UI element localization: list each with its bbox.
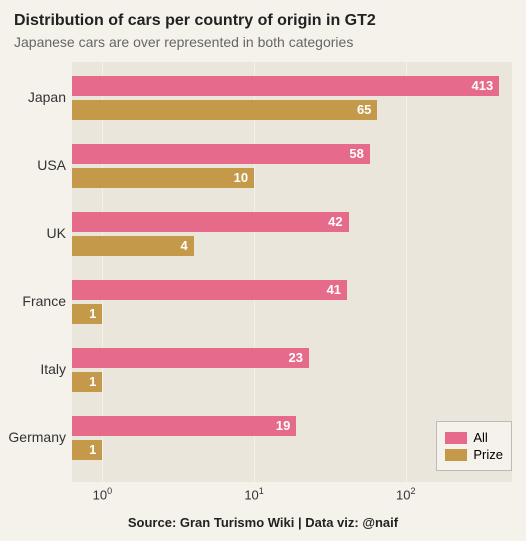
bar-prize: 65: [72, 100, 377, 120]
y-tick-label: UK: [47, 225, 66, 241]
plot-area: 413 65 58 10 42 4 41 1 23 1 19 1: [72, 62, 512, 482]
bar-all: 58: [72, 144, 370, 164]
legend-item: All: [445, 430, 503, 445]
bar-prize: 1: [72, 304, 102, 324]
legend-swatch: [445, 432, 467, 444]
y-tick-label: USA: [37, 157, 66, 173]
bar-value-label: 23: [72, 348, 309, 368]
bar-all: 23: [72, 348, 309, 368]
legend: All Prize: [436, 421, 512, 471]
bar-value-label: 4: [72, 236, 194, 256]
x-tick-label: 102: [396, 486, 415, 502]
y-tick-label: Italy: [40, 361, 66, 377]
bar-prize: 4: [72, 236, 194, 256]
x-tick-label: 101: [244, 486, 263, 502]
bar-all: 19: [72, 416, 296, 436]
bar-all: 41: [72, 280, 347, 300]
chart-subtitle: Japanese cars are over represented in bo…: [14, 34, 353, 50]
bar-prize: 1: [72, 440, 102, 460]
bar-value-label: 1: [72, 440, 102, 460]
bar-value-label: 1: [72, 304, 102, 324]
chart-title: Distribution of cars per country of orig…: [14, 12, 376, 30]
bar-value-label: 1: [72, 372, 102, 392]
y-tick-label: Japan: [28, 89, 66, 105]
bar-prize: 1: [72, 372, 102, 392]
bar-prize: 10: [72, 168, 254, 188]
chart-container: Distribution of cars per country of orig…: [0, 0, 526, 541]
bar-all: 413: [72, 76, 499, 96]
y-tick-label: Germany: [8, 429, 66, 445]
x-tick-label: 100: [93, 486, 112, 502]
bar-value-label: 10: [72, 168, 254, 188]
bar-value-label: 42: [72, 212, 349, 232]
bar-value-label: 65: [72, 100, 377, 120]
legend-item: Prize: [445, 447, 503, 462]
bar-value-label: 41: [72, 280, 347, 300]
y-tick-label: France: [22, 293, 66, 309]
legend-label: All: [473, 430, 487, 445]
legend-label: Prize: [473, 447, 503, 462]
bar-all: 42: [72, 212, 349, 232]
source-caption: Source: Gran Turismo Wiki | Data viz: @n…: [0, 515, 526, 530]
bar-value-label: 413: [72, 76, 499, 96]
legend-swatch: [445, 449, 467, 461]
bar-value-label: 58: [72, 144, 370, 164]
gridline: [406, 62, 407, 482]
bar-value-label: 19: [72, 416, 296, 436]
